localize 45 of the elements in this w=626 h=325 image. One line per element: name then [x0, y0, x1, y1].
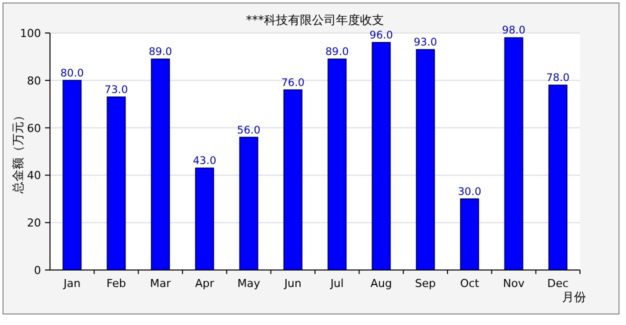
data-label: 43.0 [192, 155, 216, 168]
y-tick-label: 60 [27, 122, 41, 135]
x-tick-label: Mar [150, 277, 172, 290]
x-tick-label: Apr [195, 277, 215, 290]
x-tick-label: Oct [460, 277, 480, 290]
x-axis-title: 月份 [562, 290, 586, 304]
data-label: 89.0 [325, 46, 349, 58]
x-tick-label: Feb [106, 277, 126, 290]
x-tick-label: Dec [547, 277, 569, 290]
data-label: 56.0 [237, 124, 260, 136]
bar [62, 80, 82, 270]
bar [239, 136, 258, 270]
bar [328, 58, 347, 270]
data-label: 96.0 [370, 29, 393, 42]
x-tick-label: May [237, 277, 261, 290]
y-tick-label: 20 [27, 216, 41, 230]
data-label: 76.0 [281, 76, 305, 89]
data-label: 89.0 [148, 46, 172, 58]
bar [504, 37, 524, 270]
y-tick-label: 80 [27, 74, 41, 88]
data-label: 98.0 [502, 24, 526, 37]
x-tick-label: Jul [329, 277, 344, 290]
bar [460, 198, 480, 270]
bar [150, 58, 170, 270]
y-axis-title: 总金额（万元） [11, 110, 25, 194]
x-tick-label: Jun [283, 277, 302, 290]
chart-title: ***科技有限公司年度收支 [246, 13, 384, 27]
data-label: 30.0 [458, 186, 482, 198]
bar [283, 89, 302, 270]
x-tick-label: Nov [503, 277, 525, 290]
data-label: 80.0 [60, 67, 84, 80]
data-label: 78.0 [546, 72, 570, 84]
bar [416, 49, 435, 270]
bar [372, 42, 391, 270]
y-tick-label: 40 [27, 169, 41, 182]
data-label: 93.0 [414, 36, 438, 49]
bar [548, 84, 568, 270]
y-tick-label: 100 [20, 27, 41, 40]
bar [195, 168, 214, 270]
x-tick-label: Sep [415, 277, 436, 290]
x-tick-label: Jan [62, 277, 81, 290]
bar [106, 96, 126, 270]
data-label: 73.0 [104, 84, 128, 96]
y-tick-label: 0 [34, 264, 41, 277]
x-tick-label: Aug [370, 277, 392, 290]
